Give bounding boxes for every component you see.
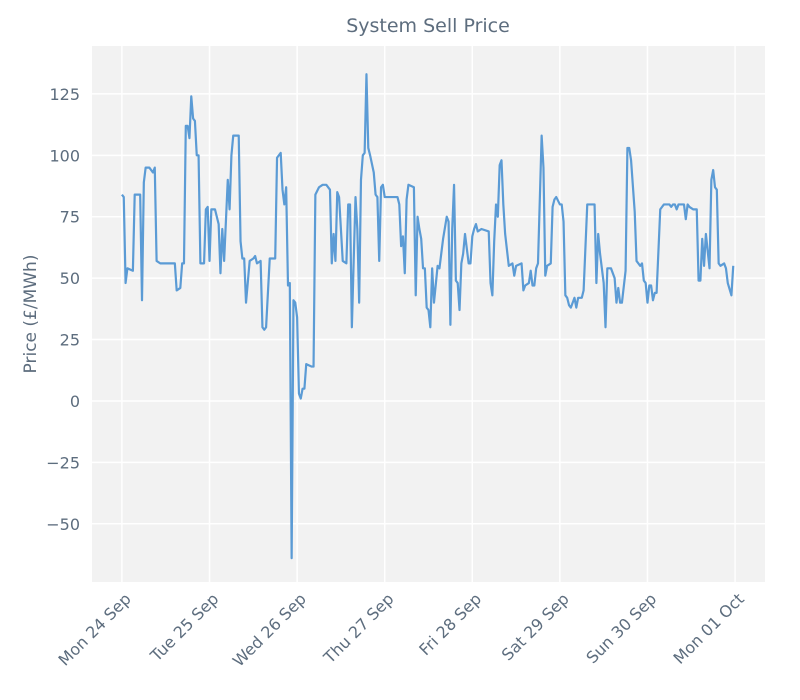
y-tick-label: 0 (70, 392, 80, 411)
price-line (121, 73, 735, 560)
y-tick-label: 25 (60, 331, 80, 350)
x-tick-label: Tue 25 Sep (146, 589, 222, 665)
x-tick-label: Sun 30 Sep (582, 589, 660, 667)
y-tick-label: 50 (60, 269, 80, 288)
y-axis-label: Price (£/MWh) (21, 255, 41, 374)
x-tick-label: Mon 24 Sep (55, 589, 135, 669)
chart-title: System Sell Price (346, 15, 510, 37)
x-tick-label: Thu 27 Sep (319, 589, 397, 667)
x-tick-label: Sat 29 Sep (498, 589, 573, 664)
y-tick-label: −25 (46, 453, 80, 472)
y-tick-label: 125 (49, 85, 80, 104)
x-tick-label: Fri 28 Sep (415, 589, 485, 659)
x-tick-label: Mon 01 Oct (669, 589, 747, 667)
y-tick-label: 100 (49, 146, 80, 165)
y-tick-label: 75 (60, 208, 80, 227)
y-tick-label: −50 (46, 515, 80, 534)
x-tick-label: Wed 26 Sep (229, 589, 310, 670)
